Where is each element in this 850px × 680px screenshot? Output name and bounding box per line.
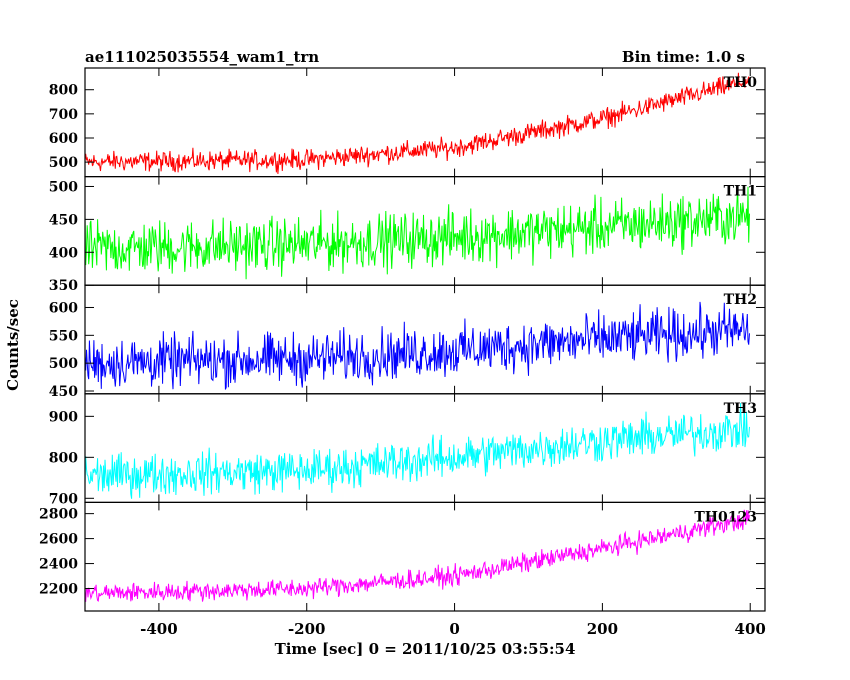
panel-label: TH0123 [694, 509, 757, 525]
panel-th0: 500 600 700 800 TH0 [49, 67, 766, 178]
x-tick-label: 0 [449, 620, 459, 638]
series-line-th0 [85, 72, 750, 174]
panel-th2: 450 500 550 600 TH2 [49, 284, 766, 400]
y-tick-label: 500 [49, 356, 78, 372]
series-line-th3 [85, 402, 750, 499]
y-tick-label: 2200 [39, 582, 78, 598]
series-line-th2 [85, 301, 750, 390]
y-tick-label: 2600 [39, 532, 78, 548]
panel-frame [84, 501, 766, 612]
x-tick-label: 200 [587, 620, 618, 638]
panel-label: TH0 [724, 75, 758, 91]
y-tick-label: 2800 [39, 507, 78, 523]
x-axis: -400 -200 0 200 400 [140, 620, 766, 638]
panel-th1: 350 400 450 500 TH1 [49, 176, 766, 294]
y-tick-label: 500 [49, 155, 78, 171]
chart-title-left: ae111025035554_wam1_trn [85, 48, 319, 66]
y-tick-label: 450 [49, 212, 78, 228]
x-tick-label: -200 [288, 620, 326, 638]
y-tick-label: 450 [49, 384, 78, 400]
panel-frame [84, 393, 766, 503]
x-axis-label: Time [sec] 0 = 2011/10/25 03:55:54 [275, 640, 576, 658]
y-tick-label: 700 [49, 491, 78, 507]
y-tick-label: 700 [49, 107, 78, 123]
chart-title-right: Bin time: 1.0 s [622, 48, 745, 66]
panel-label: TH3 [724, 401, 757, 417]
y-tick-label: 800 [49, 83, 78, 99]
y-tick-label: 2400 [39, 557, 78, 573]
y-axis-label: Counts/sec [4, 299, 22, 391]
series-line-th1 [85, 186, 750, 280]
panel-frame [84, 284, 766, 395]
x-tick-label: 400 [735, 620, 766, 638]
panel-label: TH2 [724, 292, 757, 308]
y-tick-label: 550 [49, 328, 78, 344]
y-tick-label: 350 [49, 278, 78, 294]
panel-label: TH1 [724, 184, 757, 200]
x-tick-label: -400 [140, 620, 178, 638]
panel-th0123: 2200 2400 2600 2800 TH0123 [39, 501, 766, 612]
y-tick-label: 900 [49, 409, 78, 425]
y-tick-label: 600 [49, 300, 78, 316]
chart-panels: 500 600 700 800 TH0 350 400 450 500 TH1 450 500 550 6… [39, 67, 766, 612]
panel-th3: 700 800 900 TH3 [49, 393, 766, 507]
y-tick-label: 600 [49, 131, 78, 147]
y-tick-label: 800 [49, 450, 78, 466]
series-line-th0123 [85, 509, 750, 602]
y-tick-label: 500 [49, 179, 78, 195]
y-tick-label: 400 [49, 245, 78, 261]
